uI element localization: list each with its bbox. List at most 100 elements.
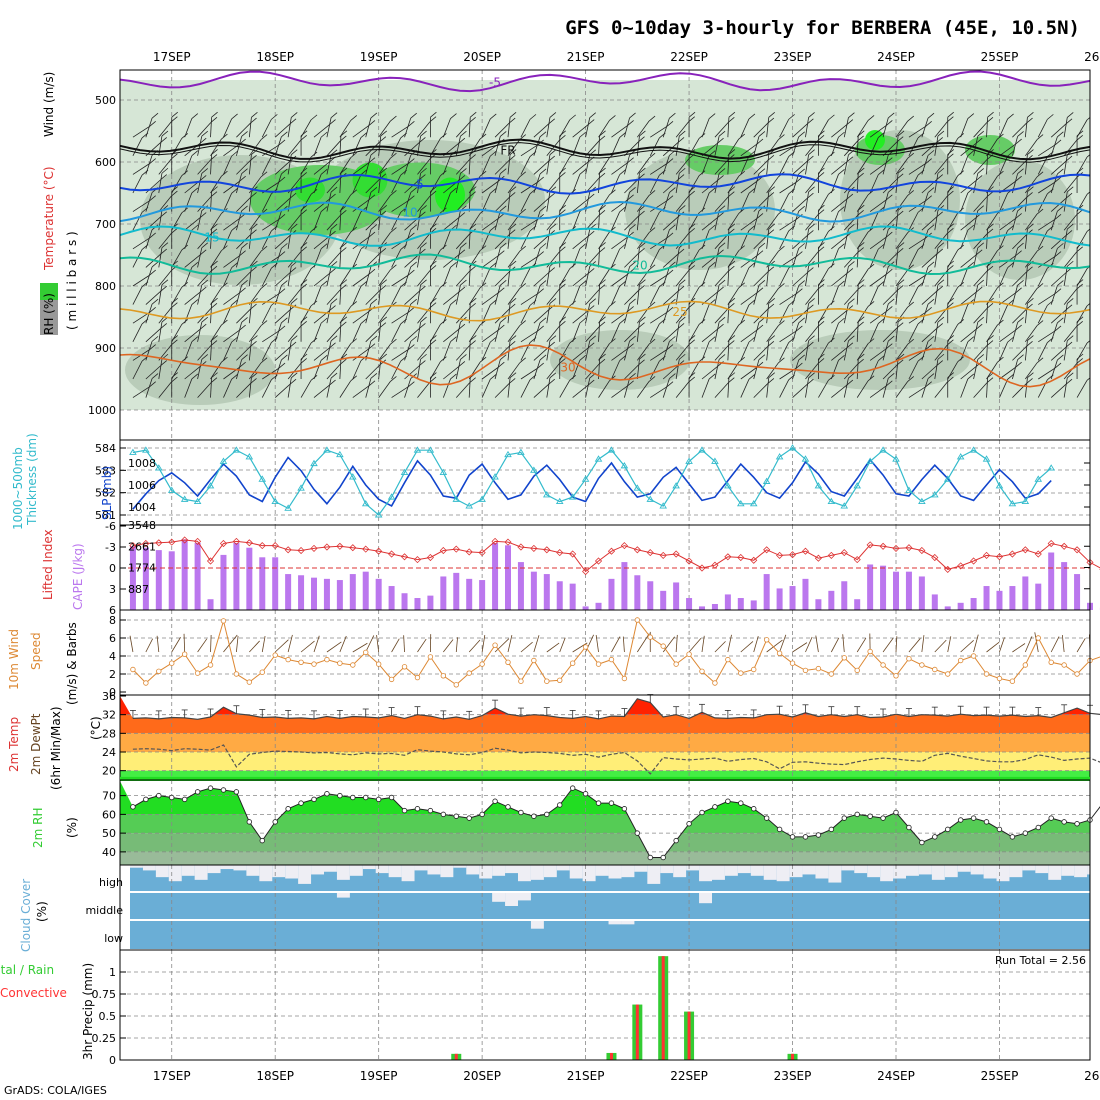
upper-barb (598, 120, 610, 138)
upper-barb (662, 328, 679, 343)
rh-marker (996, 826, 1003, 833)
upper-barb (572, 347, 589, 361)
upper-barb (313, 124, 330, 138)
upper-barb (766, 154, 770, 175)
wind-barb (973, 634, 979, 653)
upper-barb (158, 359, 163, 380)
wind-barb (611, 636, 621, 653)
cape-bar (323, 578, 330, 610)
thickness-marker (620, 461, 629, 469)
cloud-block (155, 865, 169, 878)
rh-marker (841, 815, 847, 821)
upper-barb (740, 143, 758, 157)
upper-barb (274, 346, 291, 361)
upper-barb (468, 213, 481, 231)
rh-marker (505, 804, 511, 810)
wind-barb (1061, 635, 1065, 653)
upper-barb (779, 218, 797, 231)
cloud-block (130, 865, 143, 868)
upper-barb (740, 292, 758, 305)
upper-barb (481, 329, 499, 343)
cloud-block (918, 865, 932, 875)
li-marker (1060, 542, 1068, 550)
date-label-top: 19SEP (360, 50, 398, 64)
upper-barb (624, 290, 639, 305)
upper-barb (843, 340, 849, 361)
temp-bands (120, 696, 1100, 780)
upper-barb (507, 303, 511, 324)
upper-barb (404, 365, 420, 380)
upper-barb (468, 117, 471, 138)
cloud-level-high: high (99, 876, 123, 889)
upper-barb (274, 272, 291, 287)
upper-barb (869, 162, 887, 175)
wind-barb (636, 633, 650, 653)
upper-barb (662, 378, 670, 398)
cape-bar (905, 571, 912, 610)
rh-marker (983, 819, 990, 825)
upper-barb (326, 266, 332, 287)
cape-bar (763, 574, 770, 610)
upper-barb (223, 118, 232, 138)
upper-barb (636, 173, 640, 194)
temp-band (120, 714, 1090, 734)
upper-barb (572, 198, 589, 212)
temp2m-label-1: 2m Temp (7, 717, 21, 772)
thickness-marker (245, 453, 254, 460)
upper-barb (546, 266, 551, 287)
upper-barb (869, 286, 879, 305)
upper-barb (637, 157, 650, 175)
upper-barb (339, 284, 342, 305)
upper-barb (132, 360, 143, 380)
cloud-block (401, 865, 415, 882)
upper-barb (766, 340, 770, 361)
upper-barb (468, 266, 471, 287)
upper-barb (740, 118, 750, 138)
rh-marker (492, 798, 498, 804)
upper-barb (559, 380, 571, 398)
upper-barb (249, 176, 262, 194)
wind-marker (608, 656, 615, 663)
upper-barb (792, 309, 808, 324)
rh-marker (776, 826, 783, 833)
upper-barb (313, 235, 330, 250)
li-marker (827, 551, 835, 559)
upper-barb (378, 210, 382, 231)
upper-barb (921, 365, 937, 380)
axis-tick-label: 3548 (128, 519, 156, 532)
upper-barb (1012, 122, 1027, 138)
rh-marker (751, 806, 757, 812)
thickness-marker (142, 446, 150, 453)
upper-barb (585, 363, 600, 380)
upper-barb (1038, 181, 1056, 194)
upper-barb (934, 158, 948, 175)
upper-barb (158, 381, 172, 398)
upper-barb (766, 117, 770, 138)
cloud-block (686, 865, 700, 871)
cloud-block (608, 920, 622, 925)
upper-barb (856, 269, 869, 287)
upper-barb (210, 377, 212, 398)
cape-bar (880, 565, 887, 610)
wind-marker (867, 648, 873, 655)
upper-barb (973, 322, 979, 342)
upper-barb (650, 386, 668, 398)
upper-barb (391, 212, 402, 231)
upper-barb (378, 157, 391, 175)
cloud-block (466, 865, 480, 875)
cloud-block (1048, 865, 1062, 880)
wind-marker (647, 634, 653, 640)
upper-barb (249, 325, 262, 343)
upper-barb (520, 218, 538, 231)
upper-barb (714, 345, 729, 361)
upper-barb (999, 379, 1008, 398)
upper-barb (740, 341, 750, 361)
upper-barb (365, 252, 381, 268)
wind10m-label-2: Speed (29, 632, 43, 670)
cape-bars (129, 539, 1100, 610)
cloud-block (699, 892, 712, 904)
upper-barb (856, 231, 869, 250)
rh-marker (557, 802, 563, 808)
